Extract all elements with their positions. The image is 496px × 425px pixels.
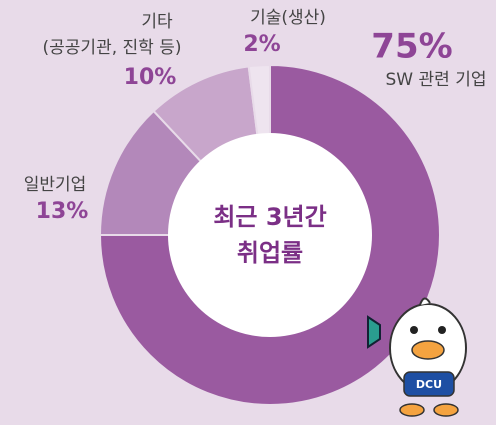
donut-hole	[168, 133, 372, 337]
value-label: 2%	[243, 32, 280, 57]
category-label: 일반기업	[24, 175, 87, 195]
mascot: DCU	[367, 297, 467, 417]
value-label: 75%	[371, 27, 452, 67]
mascot-text: DCU	[416, 378, 442, 391]
category-label: SW 관련 기업	[386, 70, 487, 90]
value-label: 10%	[124, 65, 177, 90]
center-title: 취업률	[237, 239, 303, 267]
value-label: 13%	[36, 199, 89, 224]
center-title: 최근 3년간	[213, 203, 326, 231]
category-label: 기술(생산)	[250, 8, 326, 28]
category-label: 기타	[141, 12, 173, 32]
category-label: (공공기관, 진학 등)	[43, 38, 182, 58]
